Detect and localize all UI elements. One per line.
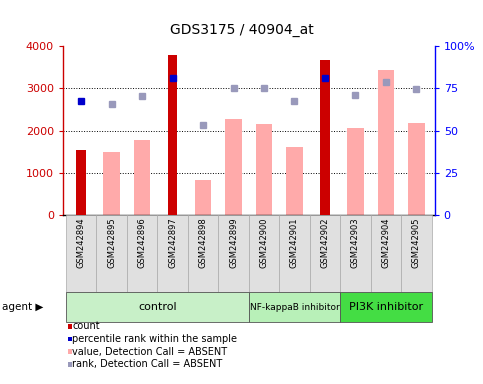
Text: percentile rank within the sample: percentile rank within the sample — [72, 334, 237, 344]
Bar — [134, 140, 150, 215]
Text: GSM242898: GSM242898 — [199, 217, 208, 268]
Text: GSM242895: GSM242895 — [107, 217, 116, 268]
Bar — [168, 55, 177, 215]
Text: GSM242902: GSM242902 — [320, 217, 329, 268]
Bar — [195, 180, 212, 215]
Bar — [370, 215, 401, 292]
Text: GSM242903: GSM242903 — [351, 217, 360, 268]
Bar — [66, 215, 96, 292]
Bar — [408, 123, 425, 215]
Bar — [320, 60, 329, 215]
Bar — [225, 119, 242, 215]
Bar — [279, 215, 310, 292]
Text: rank, Detection Call = ABSENT: rank, Detection Call = ABSENT — [72, 359, 223, 369]
Bar — [66, 293, 249, 322]
Text: GSM242900: GSM242900 — [259, 217, 269, 268]
Bar — [218, 215, 249, 292]
Bar — [340, 293, 432, 322]
Bar — [286, 147, 303, 215]
Text: value, Detection Call = ABSENT: value, Detection Call = ABSENT — [72, 347, 227, 357]
Text: count: count — [72, 321, 100, 331]
Bar — [157, 215, 188, 292]
Bar — [256, 124, 272, 215]
Bar — [347, 128, 364, 215]
Bar — [76, 149, 85, 215]
Bar — [127, 215, 157, 292]
Text: GSM242897: GSM242897 — [168, 217, 177, 268]
Text: GSM242905: GSM242905 — [412, 217, 421, 268]
Bar — [249, 215, 279, 292]
Text: GSM242896: GSM242896 — [138, 217, 146, 268]
Bar — [401, 215, 432, 292]
Text: NF-kappaB inhibitor: NF-kappaB inhibitor — [250, 303, 340, 312]
Text: agent ▶: agent ▶ — [2, 302, 44, 312]
Text: GSM242899: GSM242899 — [229, 217, 238, 268]
Bar — [310, 215, 340, 292]
Bar — [249, 293, 340, 322]
Text: PI3K inhibitor: PI3K inhibitor — [349, 302, 423, 312]
Text: GSM242904: GSM242904 — [382, 217, 390, 268]
Bar — [96, 215, 127, 292]
Text: GSM242894: GSM242894 — [77, 217, 85, 268]
Text: control: control — [138, 302, 177, 312]
Bar — [188, 215, 218, 292]
Bar — [378, 70, 394, 215]
Bar — [103, 152, 120, 215]
Text: GSM242901: GSM242901 — [290, 217, 299, 268]
Text: GDS3175 / 40904_at: GDS3175 / 40904_at — [170, 23, 313, 37]
Bar — [340, 215, 370, 292]
